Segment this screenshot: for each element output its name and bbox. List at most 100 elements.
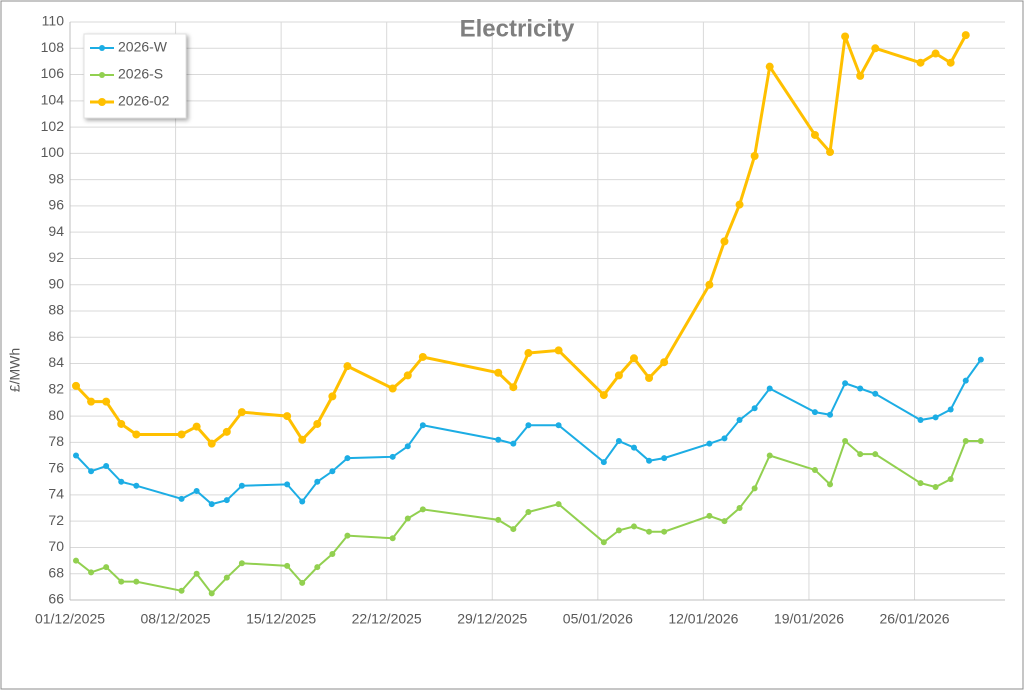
data-point <box>766 452 773 459</box>
data-point <box>751 405 758 412</box>
data-point <box>495 436 502 443</box>
y-tick-label: 74 <box>48 486 64 502</box>
x-tick-label: 29/12/2025 <box>457 611 527 627</box>
data-point <box>419 422 426 429</box>
x-tick-label: 12/01/2026 <box>668 611 738 627</box>
legend-entries: 2026-W 2026-S 2026-02 <box>90 39 170 109</box>
data-point <box>344 532 351 539</box>
data-point <box>810 130 819 139</box>
legend-marker <box>99 72 105 78</box>
data-point <box>932 484 939 491</box>
data-point <box>645 373 654 382</box>
x-tick-label: 01/12/2025 <box>35 611 105 627</box>
y-tick-label: 78 <box>48 433 64 449</box>
data-point <box>238 482 245 489</box>
data-point <box>87 397 96 406</box>
data-point <box>193 570 200 577</box>
data-point <box>871 44 880 53</box>
data-point <box>117 419 126 428</box>
data-point <box>705 280 714 289</box>
data-point <box>661 455 668 462</box>
data-point <box>872 451 879 458</box>
data-point <box>403 371 412 380</box>
data-point <box>977 438 984 445</box>
y-tick-label: 70 <box>48 538 64 554</box>
data-point <box>192 422 201 431</box>
data-point <box>615 527 622 534</box>
data-point <box>495 516 502 523</box>
y-tick-label: 106 <box>41 65 65 81</box>
data-point <box>857 451 864 458</box>
data-point <box>555 501 562 508</box>
data-point <box>313 419 322 428</box>
legend-label: 2026-S <box>118 66 163 82</box>
y-tick-label: 100 <box>41 144 65 160</box>
y-tick-label: 108 <box>41 39 65 55</box>
data-point <box>133 482 140 489</box>
data-point <box>811 466 818 473</box>
data-point <box>827 411 834 418</box>
data-point <box>299 498 306 505</box>
data-point <box>931 49 940 58</box>
data-point <box>977 356 984 363</box>
data-point <box>88 569 95 576</box>
data-point <box>329 468 336 475</box>
y-tick-label: 90 <box>48 275 64 291</box>
data-point <box>826 148 835 157</box>
x-tick-label: 08/12/2025 <box>141 611 211 627</box>
data-point <box>947 406 954 413</box>
data-point <box>132 430 141 439</box>
y-tick-label: 104 <box>41 92 65 108</box>
data-point <box>660 358 669 367</box>
y-tick-label: 66 <box>48 591 64 607</box>
data-point <box>962 377 969 384</box>
data-point <box>962 438 969 445</box>
data-point <box>916 58 925 67</box>
data-point <box>525 422 532 429</box>
data-point <box>404 515 411 522</box>
grid <box>69 21 1005 601</box>
y-axis-label: £/MWh <box>7 348 23 392</box>
y-tick-label: 86 <box>48 328 64 344</box>
data-point <box>193 487 200 494</box>
y-tick-label: 80 <box>48 407 64 423</box>
data-point <box>178 587 185 594</box>
y-tick-label: 102 <box>41 118 65 134</box>
data-point <box>284 562 291 569</box>
data-point <box>419 506 426 513</box>
data-point <box>344 455 351 462</box>
x-tick-label: 05/01/2026 <box>563 611 633 627</box>
data-point <box>932 414 939 421</box>
x-tick-label: 22/12/2025 <box>352 611 422 627</box>
legend-label: 2026-02 <box>118 93 170 109</box>
x-tick-label: 19/01/2026 <box>774 611 844 627</box>
data-point <box>73 452 79 459</box>
data-point <box>208 590 215 597</box>
data-point <box>872 390 879 397</box>
data-point <box>72 381 80 390</box>
data-point <box>525 508 532 515</box>
data-point <box>766 385 773 392</box>
data-point <box>118 578 125 585</box>
data-point <box>510 526 517 533</box>
data-point <box>856 71 865 80</box>
data-point <box>600 539 607 546</box>
data-point <box>118 478 125 485</box>
data-point <box>524 349 533 358</box>
data-point <box>735 200 744 209</box>
y-tick-label: 92 <box>48 249 64 265</box>
data-point <box>811 409 818 416</box>
data-point <box>946 58 955 67</box>
data-point <box>600 459 607 466</box>
data-point <box>661 528 668 535</box>
data-point <box>237 408 246 417</box>
data-point <box>223 497 230 504</box>
data-point <box>509 383 518 392</box>
data-point <box>329 551 336 558</box>
data-point <box>103 463 110 470</box>
legend-marker <box>98 98 106 106</box>
chart-title: Electricity <box>460 15 575 42</box>
legend-label: 2026-W <box>118 39 168 55</box>
data-point <box>917 417 924 424</box>
data-point <box>615 438 622 445</box>
